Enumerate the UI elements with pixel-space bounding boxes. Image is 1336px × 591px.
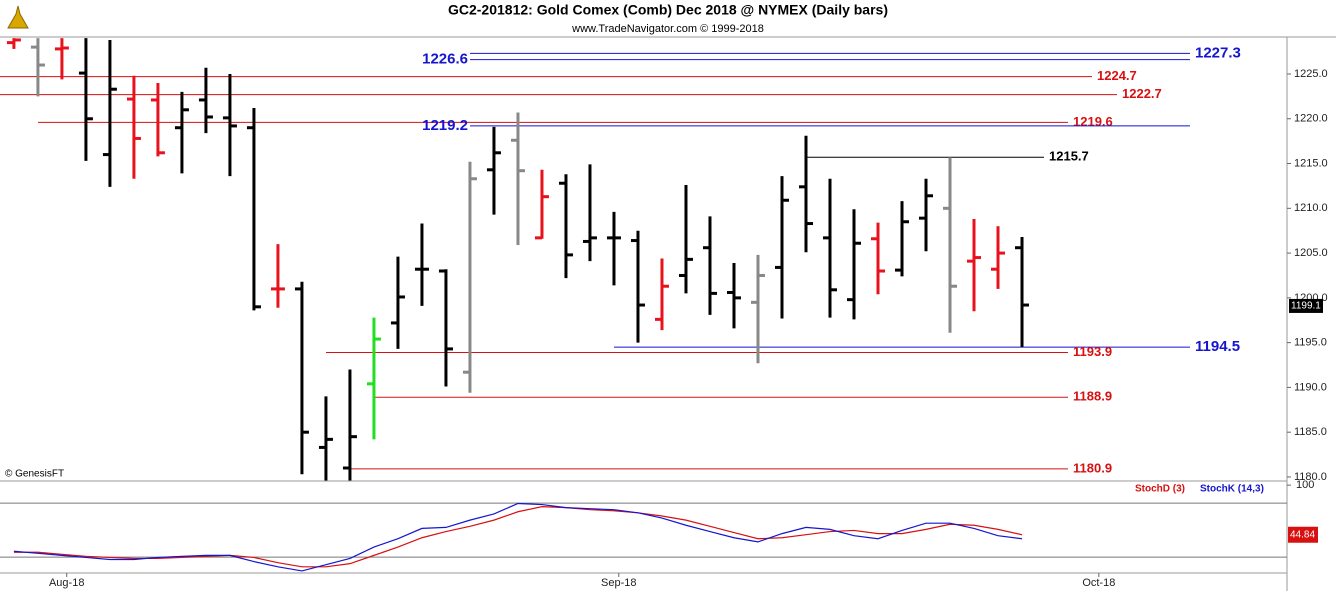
- level-label: 1219.2: [422, 117, 468, 134]
- price-bar: [846, 209, 861, 320]
- x-tick-label: Aug-18: [49, 577, 84, 589]
- price-bar: [1015, 236, 1030, 348]
- price-bar: [943, 157, 958, 333]
- y-tick-label: 1180.0: [1294, 471, 1327, 483]
- price-bar: [246, 108, 261, 311]
- level-label: 1226.6: [422, 51, 468, 68]
- y-tick-label: 1195.0: [1294, 337, 1327, 349]
- price-bar: [30, 38, 45, 97]
- price-bar: [558, 174, 573, 279]
- price-bar: [366, 317, 381, 440]
- y-tick-label: 100: [1296, 479, 1314, 491]
- price-bar: [510, 112, 525, 246]
- price-bar: [630, 230, 645, 343]
- level-label: 1188.9: [1073, 389, 1112, 404]
- price-bar: [798, 135, 813, 253]
- level-label: 1227.3: [1195, 44, 1241, 61]
- level-label: 1193.9: [1073, 344, 1112, 359]
- price-bar: [654, 258, 669, 331]
- price-bar: [534, 169, 549, 240]
- price-bar: [750, 254, 765, 364]
- last-price-label: 1199.1: [1291, 301, 1321, 312]
- legend-label: StochD (3): [1135, 484, 1185, 495]
- price-bar: [486, 126, 501, 215]
- price-bar: [198, 67, 213, 134]
- y-tick-label: 1190.0: [1294, 381, 1327, 393]
- price-bar: [991, 226, 1006, 289]
- y-tick-label: 1210.0: [1294, 202, 1328, 214]
- price-bar: [702, 216, 717, 315]
- price-bar: [822, 178, 837, 318]
- last-value-box: [1288, 526, 1318, 543]
- price-bar: [150, 82, 165, 157]
- price-bar: [414, 223, 429, 306]
- stoch-line: [13, 506, 1023, 568]
- y-tick-label: 1185.0: [1294, 426, 1327, 438]
- price-bar: [54, 38, 69, 80]
- y-tick-label: 1215.0: [1294, 157, 1328, 169]
- price-bar: [726, 262, 741, 329]
- y-tick-label: 1220.0: [1294, 113, 1328, 125]
- level-label: 1224.7: [1097, 68, 1137, 83]
- logo: [7, 5, 29, 29]
- level-label: 1194.5: [1195, 338, 1240, 355]
- price-bar: [222, 73, 237, 177]
- chart-subtitle: www.TradeNavigator.com © 1999-2018: [571, 23, 764, 35]
- price-bar: [895, 201, 910, 277]
- price-bar: [606, 211, 621, 286]
- price-bar: [871, 222, 886, 295]
- price-bar: [438, 269, 453, 387]
- price-bar: [318, 396, 333, 481]
- last-price-box: [1289, 298, 1323, 313]
- price-bar: [967, 219, 982, 312]
- source-note: © GenesisFT: [5, 469, 64, 480]
- y-tick-label: 1205.0: [1294, 247, 1328, 259]
- price-bar: [582, 164, 597, 262]
- price-bar: [270, 244, 285, 308]
- price-bar: [919, 178, 934, 252]
- price-bar: [390, 256, 405, 349]
- price-bar: [294, 281, 309, 475]
- price-bar: [774, 176, 789, 319]
- level-label: 1219.6: [1073, 114, 1113, 129]
- price-bar: [174, 91, 189, 174]
- price-bar: [342, 369, 357, 481]
- last-value-label: 44.84: [1290, 529, 1315, 540]
- level-label: 1215.7: [1049, 149, 1089, 164]
- chart-title: GC2-201812: Gold Comex (Comb) Dec 2018 @…: [448, 2, 888, 18]
- level-label: 1180.9: [1073, 460, 1112, 475]
- x-tick-label: Sep-18: [601, 577, 636, 589]
- y-tick-label: 1225.0: [1294, 68, 1328, 80]
- price-bar: [6, 38, 21, 49]
- price-bar: [78, 38, 93, 161]
- level-label: 1222.7: [1122, 86, 1162, 101]
- stoch-line: [13, 502, 1023, 572]
- price-bar: [678, 185, 693, 294]
- price-bar: [126, 75, 141, 179]
- x-tick-label: Oct-18: [1082, 577, 1115, 589]
- price-bar: [462, 161, 477, 393]
- legend-label: StochK (14,3): [1200, 484, 1264, 495]
- price-bar: [102, 39, 117, 187]
